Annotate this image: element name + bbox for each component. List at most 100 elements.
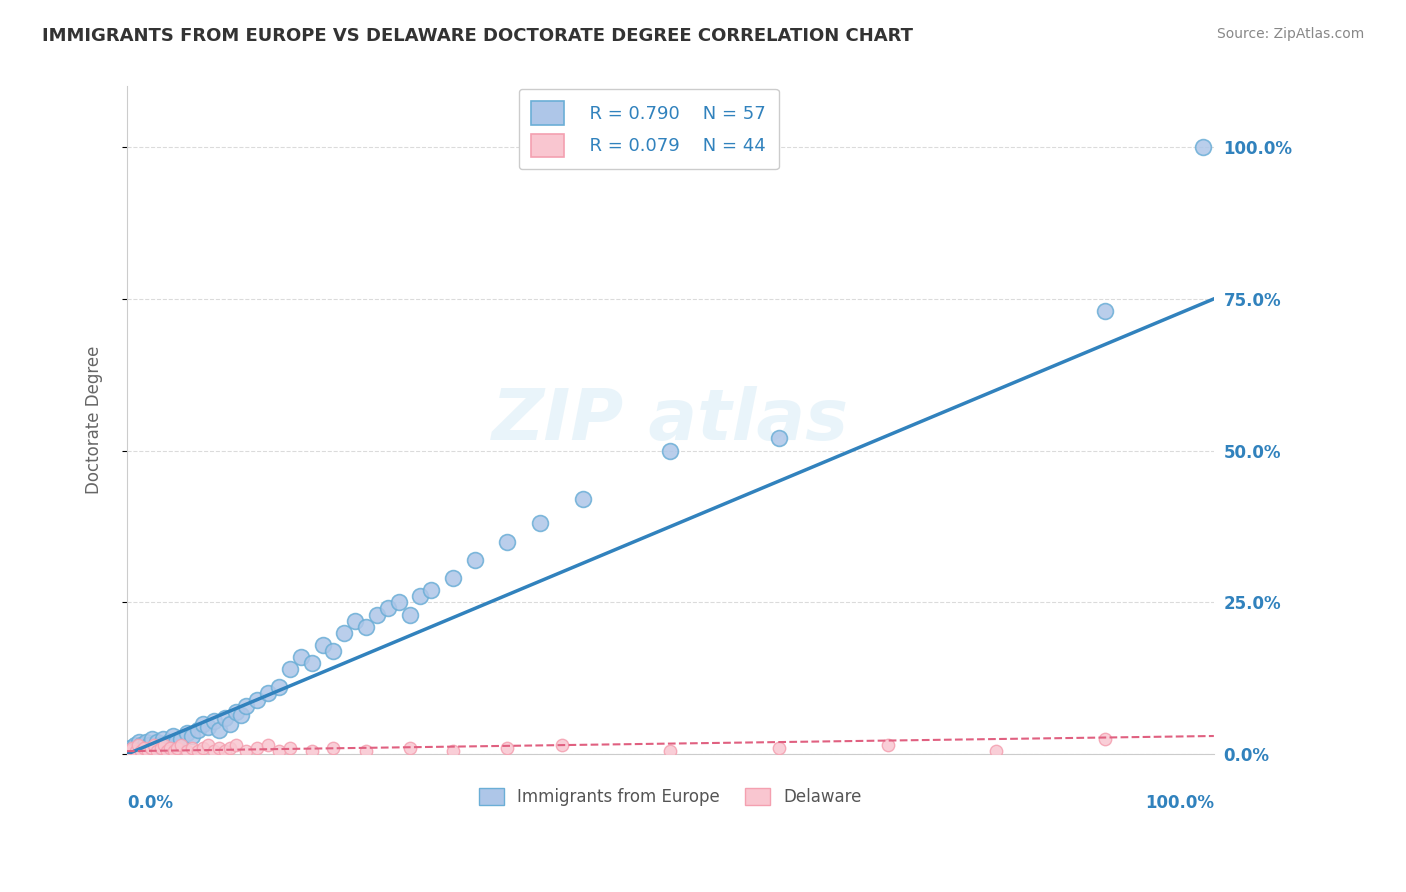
Point: [1094, 732, 1116, 747]
Point: [135, 735, 157, 749]
Text: 0.0%: 0.0%: [127, 794, 173, 813]
Point: [153, 738, 176, 752]
Point: [377, 601, 399, 615]
Point: [278, 741, 301, 756]
Point: [125, 741, 148, 756]
Point: [344, 614, 367, 628]
Point: [496, 741, 519, 756]
Point: [176, 726, 198, 740]
Point: [191, 741, 214, 756]
Point: [659, 443, 682, 458]
Point: [187, 744, 209, 758]
Point: [197, 738, 219, 752]
Point: [129, 744, 152, 758]
Point: [225, 705, 247, 719]
Point: [322, 644, 344, 658]
Y-axis label: Doctorate Degree: Doctorate Degree: [86, 346, 103, 494]
Point: [191, 716, 214, 731]
Point: [398, 741, 420, 756]
Text: IMMIGRANTS FROM EUROPE VS DELAWARE DOCTORATE DEGREE CORRELATION CHART: IMMIGRANTS FROM EUROPE VS DELAWARE DOCTO…: [42, 27, 912, 45]
Point: [529, 516, 551, 531]
Point: [214, 744, 236, 758]
Point: [129, 738, 152, 752]
Point: [124, 744, 146, 758]
Point: [157, 735, 180, 749]
Point: [219, 716, 242, 731]
Point: [121, 744, 143, 758]
Point: [208, 741, 231, 756]
Point: [496, 534, 519, 549]
Point: [141, 732, 163, 747]
Point: [134, 741, 156, 756]
Point: [138, 738, 160, 752]
Text: ZIP atlas: ZIP atlas: [492, 385, 849, 455]
Point: [398, 607, 420, 622]
Point: [1094, 304, 1116, 318]
Point: [163, 744, 186, 758]
Point: [572, 492, 595, 507]
Point: [257, 738, 280, 752]
Point: [132, 741, 155, 756]
Point: [152, 732, 174, 747]
Point: [202, 744, 225, 758]
Point: [354, 744, 377, 758]
Point: [876, 738, 898, 752]
Point: [149, 741, 172, 756]
Point: [146, 744, 169, 758]
Point: [214, 711, 236, 725]
Point: [128, 735, 150, 749]
Point: [235, 698, 257, 713]
Point: [159, 741, 181, 756]
Point: [176, 744, 198, 758]
Point: [187, 723, 209, 737]
Point: [550, 738, 572, 752]
Point: [246, 692, 269, 706]
Point: [181, 729, 204, 743]
Point: [143, 738, 166, 752]
Point: [464, 553, 486, 567]
Point: [420, 583, 443, 598]
Point: [148, 738, 170, 752]
Point: [118, 744, 141, 758]
Point: [768, 741, 790, 756]
Point: [267, 744, 290, 758]
Point: [441, 571, 464, 585]
Point: [301, 656, 323, 670]
Point: [225, 738, 247, 752]
Point: [170, 732, 193, 747]
Point: [322, 741, 344, 756]
Point: [659, 744, 682, 758]
Point: [768, 432, 790, 446]
Point: [235, 744, 257, 758]
Point: [388, 595, 411, 609]
Point: [162, 729, 184, 743]
Point: [301, 744, 323, 758]
Point: [124, 738, 146, 752]
Text: 100.0%: 100.0%: [1144, 794, 1213, 813]
Legend: Immigrants from Europe, Delaware: Immigrants from Europe, Delaware: [472, 781, 869, 813]
Point: [170, 738, 193, 752]
Point: [366, 607, 388, 622]
Point: [354, 620, 377, 634]
Point: [143, 741, 166, 756]
Point: [202, 714, 225, 728]
Point: [121, 741, 143, 756]
Point: [267, 681, 290, 695]
Point: [229, 707, 252, 722]
Point: [441, 744, 464, 758]
Point: [139, 741, 162, 756]
Point: [127, 738, 149, 752]
Point: [208, 723, 231, 737]
Point: [166, 741, 188, 756]
Point: [311, 638, 333, 652]
Point: [246, 741, 269, 756]
Point: [165, 735, 187, 749]
Point: [1192, 140, 1215, 154]
Point: [409, 590, 432, 604]
Point: [197, 720, 219, 734]
Point: [290, 650, 312, 665]
Point: [156, 744, 179, 758]
Point: [333, 625, 356, 640]
Point: [120, 741, 142, 756]
Point: [136, 744, 159, 758]
